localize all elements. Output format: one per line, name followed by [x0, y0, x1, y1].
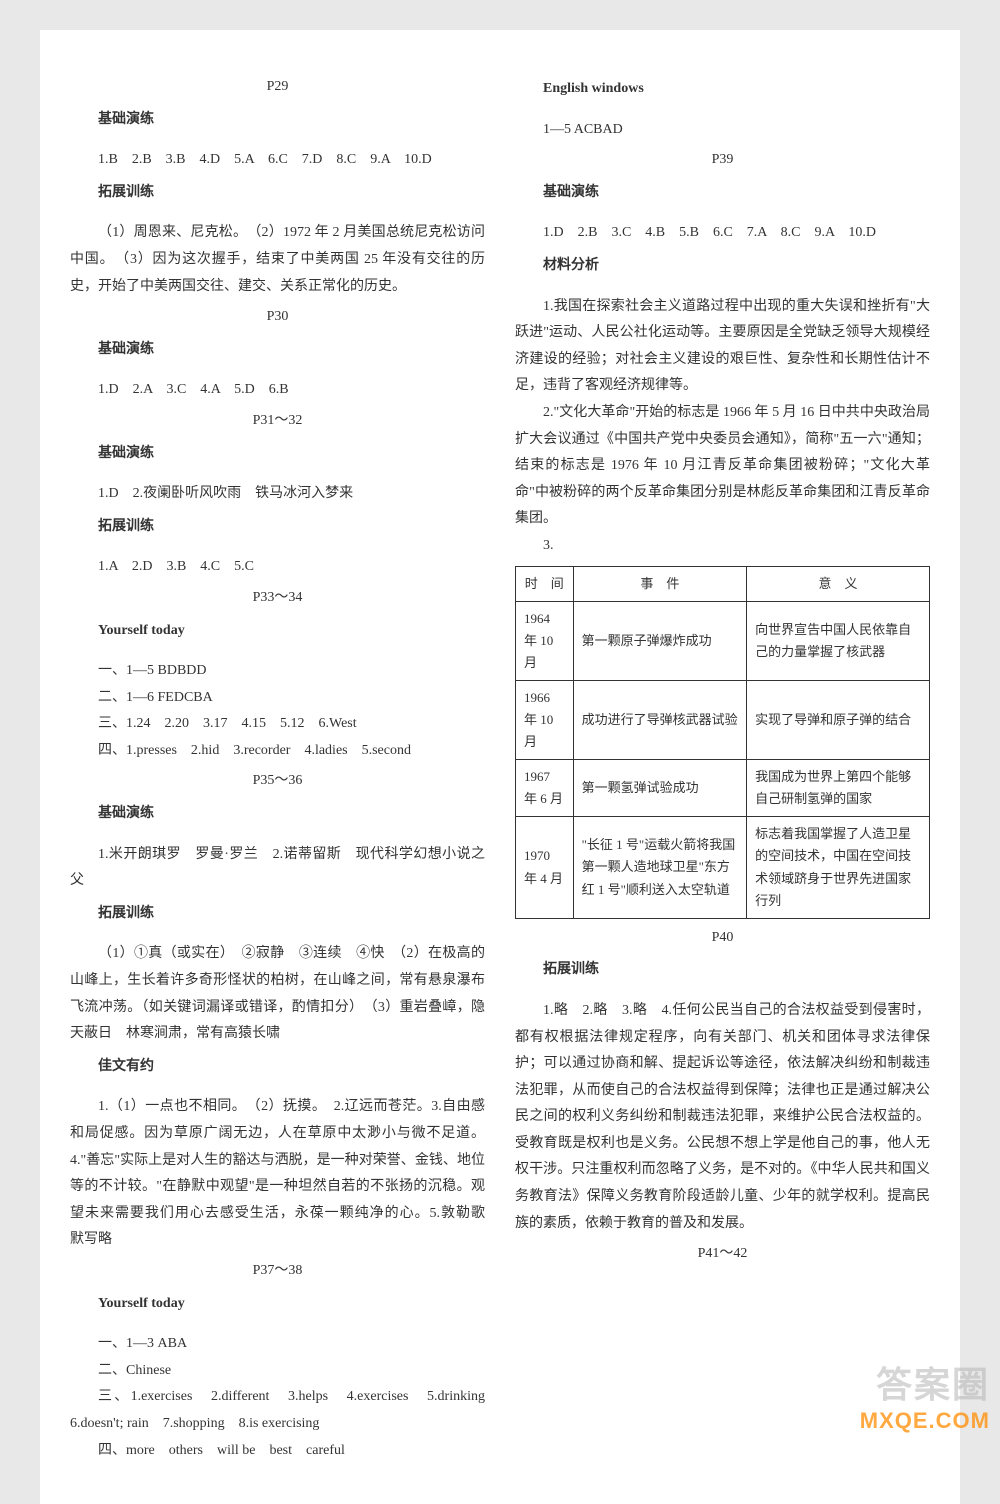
- table-row: 1966 年 10 月 成功进行了导弹核武器试验 实现了导弹和原子弹的结合: [516, 680, 930, 759]
- answers-p29: 1.B 2.B 3.B 4.D 5.A 6.C 7.D 8.C 9.A 10.D: [70, 147, 485, 174]
- cell-meaning: 我国成为世界上第四个能够自己研制氢弹的国家: [747, 760, 930, 817]
- cell-time: 1970 年 4 月: [516, 817, 574, 918]
- section-tuozhan-3: 拓展训练: [70, 901, 485, 928]
- page-ref-p37: P37～38: [70, 1258, 485, 1285]
- p37-line2: 二、Chinese: [70, 1358, 485, 1385]
- cell-meaning: 实现了导弹和原子弹的结合: [747, 680, 930, 759]
- answers-p35: 1.米开朗琪罗 罗曼·罗兰 2.诺蒂留斯 现代科学幻想小说之父: [70, 842, 485, 895]
- p37-line4: 四、more others will be best careful: [70, 1438, 485, 1465]
- page: P29 基础演练 1.B 2.B 3.B 4.D 5.A 6.C 7.D 8.C…: [40, 30, 960, 1504]
- page-ref-p29: P29: [70, 74, 485, 101]
- section-jichu-r: 基础演练: [515, 180, 930, 207]
- jiawen-p35: 1.（1）一点也不相同。 （2）抚摸。 2.辽远而苍茫。3.自由感和局促感。因为…: [70, 1094, 485, 1254]
- p33-line1: 一、1—5 BDBDD: [70, 658, 485, 685]
- tuozhan-p31: 1.A 2.D 3.B 4.C 5.C: [70, 554, 485, 581]
- section-jichu-2: 基础演练: [70, 337, 485, 364]
- page-ref-p41: P41～42: [515, 1241, 930, 1268]
- cell-event: "长征 1 号"运载火箭将我国第一颗人造地球卫星"东方红 1 号"顺利送入太空轨…: [573, 817, 747, 918]
- watermark: 答案圈 MXQE.COM: [860, 1356, 990, 1434]
- yourself-today: Yourself today: [70, 618, 485, 645]
- tuozhan-p29: （1）周恩来、尼克松。 （2）1972 年 2 月美国总统尼克松访问中国。 （3…: [70, 220, 485, 300]
- cell-meaning: 标志着我国掌握了人造卫星的空间技术，中国在空间技术领域跻身于世界先进国家行列: [747, 817, 930, 918]
- table-header-row: 时 间 事 件 意 义: [516, 566, 930, 601]
- cell-time: 1964 年 10 月: [516, 601, 574, 680]
- p33-line3: 三、1.24 2.20 3.17 4.15 5.12 6.West: [70, 711, 485, 738]
- cell-time: 1966 年 10 月: [516, 680, 574, 759]
- material-2: 2."文化大革命"开始的标志是 1966 年 5 月 16 日中共中央政治局扩大…: [515, 400, 930, 533]
- left-column: P29 基础演练 1.B 2.B 3.B 4.D 5.A 6.C 7.D 8.C…: [70, 70, 485, 1464]
- watermark-text: 答案圈: [860, 1356, 990, 1408]
- section-jiawen: 佳文有约: [70, 1054, 485, 1081]
- page-ref-p30: P30: [70, 304, 485, 331]
- answers-p31: 1.D 2.夜阑卧听风吹雨 铁马冰河入梦来: [70, 481, 485, 508]
- table-row: 1964 年 10 月 第一颗原子弹爆炸成功 向世界宣告中国人民依靠自己的力量掌…: [516, 601, 930, 680]
- th-event: 事 件: [573, 566, 747, 601]
- tuozhan-p35: （1）①真（或实在） ②寂静 ③连续 ④快 （2）在极高的山峰上，生长着许多奇形…: [70, 941, 485, 1047]
- th-meaning: 意 义: [747, 566, 930, 601]
- p37-line1: 一、1—3 ABA: [70, 1331, 485, 1358]
- section-jichu-3: 基础演练: [70, 441, 485, 468]
- material-3: 3.: [515, 533, 930, 560]
- section-jichu-4: 基础演练: [70, 801, 485, 828]
- section-jichu: 基础演练: [70, 107, 485, 134]
- page-ref-p39: P39: [515, 147, 930, 174]
- p33-line4: 四、1.presses 2.hid 3.recorder 4.ladies 5.…: [70, 738, 485, 765]
- watermark-url: MXQE.COM: [860, 1408, 990, 1434]
- page-ref-p40: P40: [515, 925, 930, 952]
- answers-p30: 1.D 2.A 3.C 4.A 5.D 6.B: [70, 377, 485, 404]
- page-ref-p35: P35～36: [70, 768, 485, 795]
- section-tuozhan-r: 拓展训练: [515, 957, 930, 984]
- section-tuozhan-2: 拓展训练: [70, 514, 485, 541]
- page-ref-p33: P33～34: [70, 585, 485, 612]
- yourself-today-2: Yourself today: [70, 1291, 485, 1318]
- table-row: 1970 年 4 月 "长征 1 号"运载火箭将我国第一颗人造地球卫星"东方红 …: [516, 817, 930, 918]
- english-windows: English windows: [515, 76, 930, 103]
- section-tuozhan: 拓展训练: [70, 180, 485, 207]
- p37-line3: 三、1.exercises 2.different 3.helps 4.exer…: [70, 1384, 485, 1437]
- right-column: English windows 1—5 ACBAD P39 基础演练 1.D 2…: [515, 70, 930, 1464]
- cell-event: 第一颗氢弹试验成功: [573, 760, 747, 817]
- cell-event: 成功进行了导弹核武器试验: [573, 680, 747, 759]
- tuozhan-p40: 1.略 2.略 3.略 4.任何公民当自己的合法权益受到侵害时，都有权根据法律规…: [515, 998, 930, 1237]
- events-table: 时 间 事 件 意 义 1964 年 10 月 第一颗原子弹爆炸成功 向世界宣告…: [515, 566, 930, 919]
- cell-time: 1967 年 6 月: [516, 760, 574, 817]
- engwin-ans: 1—5 ACBAD: [515, 117, 930, 144]
- material-1: 1.我国在探索社会主义道路过程中出现的重大失误和挫折有"大跃进"运动、人民公社化…: [515, 294, 930, 400]
- page-ref-p31: P31～32: [70, 408, 485, 435]
- p33-line2: 二、1—6 FEDCBA: [70, 685, 485, 712]
- table-row: 1967 年 6 月 第一颗氢弹试验成功 我国成为世界上第四个能够自己研制氢弹的…: [516, 760, 930, 817]
- cell-meaning: 向世界宣告中国人民依靠自己的力量掌握了核武器: [747, 601, 930, 680]
- cell-event: 第一颗原子弹爆炸成功: [573, 601, 747, 680]
- answers-p39: 1.D 2.B 3.C 4.B 5.B 6.C 7.A 8.C 9.A 10.D: [515, 220, 930, 247]
- section-cailiao: 材料分析: [515, 253, 930, 280]
- th-time: 时 间: [516, 566, 574, 601]
